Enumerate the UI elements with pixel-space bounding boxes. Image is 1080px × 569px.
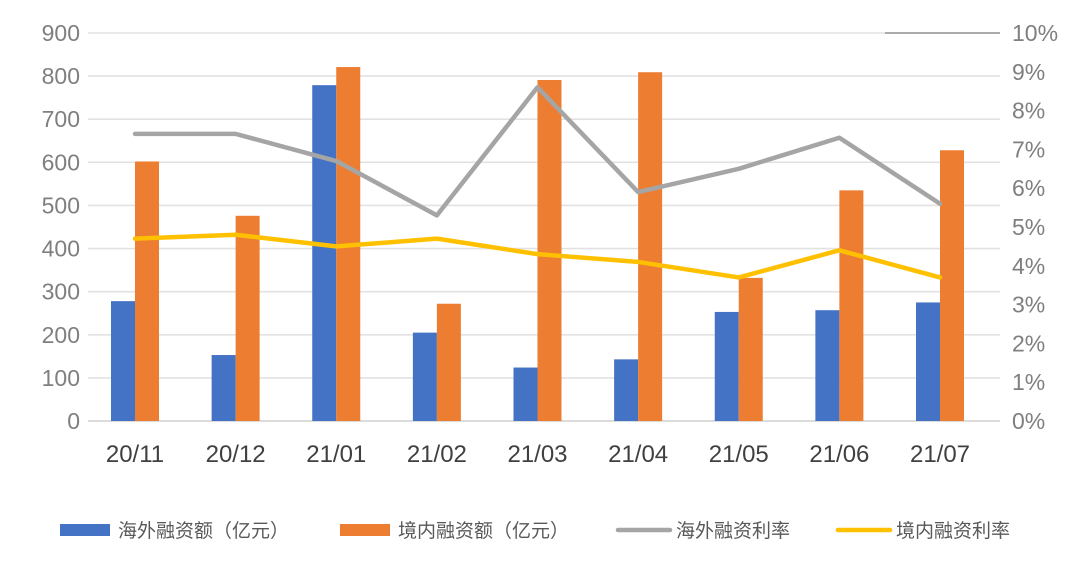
bar	[211, 355, 236, 421]
y-left-tick-label: 100	[42, 365, 80, 391]
bar	[815, 310, 840, 421]
y-axis-left: 0 100 200 300 400 500 600 700 800 900	[42, 20, 80, 434]
line-series-1	[132, 232, 943, 280]
legend-item-2: 海外融资利率	[615, 520, 790, 542]
y-left-tick-label: 300	[42, 279, 80, 305]
x-tick-label: 21/05	[709, 441, 769, 468]
bar-series-1	[135, 67, 964, 422]
legend-label: 海外融资利率	[676, 520, 790, 542]
x-axis: 20/11 20/12 21/01 21/02 21/03 21/04 21/05 21/06…	[106, 441, 970, 468]
bar	[135, 161, 159, 421]
bar	[638, 72, 663, 421]
x-tick-label: 21/02	[407, 441, 467, 468]
bar	[614, 359, 639, 421]
bar	[738, 277, 763, 421]
y-right-tick-label: 10%	[1012, 20, 1058, 46]
legend-item-3: 境内融资利率	[835, 520, 1010, 542]
y-right-tick-label: 3%	[1012, 292, 1045, 318]
x-tick-label: 20/12	[206, 441, 266, 468]
y-left-tick-label: 0	[67, 408, 80, 434]
legend-item-1: 境内融资额（亿元）	[340, 520, 569, 542]
bar	[714, 311, 739, 421]
bar	[312, 85, 337, 422]
bar	[412, 332, 437, 421]
legend-swatch-bar	[340, 524, 390, 536]
bar	[839, 190, 864, 421]
y-right-tick-label: 9%	[1012, 59, 1045, 85]
y-right-tick-label: 0%	[1012, 408, 1045, 434]
y-left-tick-label: 400	[42, 236, 80, 262]
bar	[111, 301, 135, 421]
legend-item-0: 海外融资额（亿元）	[60, 520, 289, 542]
bar	[916, 302, 940, 421]
bar	[235, 215, 260, 421]
bar-series-0	[111, 85, 940, 422]
legend-label: 境内融资利率	[896, 520, 1010, 542]
legend-label: 海外融资额（亿元）	[118, 520, 289, 542]
y-left-tick-label: 200	[42, 322, 80, 348]
x-tick-label: 21/04	[608, 441, 668, 468]
legend: 海外融资额（亿元） 境内融资额（亿元） 海外融资利率 境内融资利率	[60, 520, 1010, 542]
bar	[436, 303, 461, 421]
y-left-tick-label: 700	[42, 106, 80, 132]
bar	[537, 79, 562, 421]
y-right-tick-label: 4%	[1012, 253, 1045, 279]
bar	[940, 150, 964, 422]
y-right-tick-label: 7%	[1012, 136, 1045, 162]
x-tick-label: 21/01	[306, 441, 366, 468]
y-left-tick-label: 600	[42, 149, 80, 175]
y-right-tick-label: 5%	[1012, 214, 1045, 240]
y-left-tick-label: 800	[42, 63, 80, 89]
y-right-tick-label: 1%	[1012, 369, 1045, 395]
legend-swatch-bar	[60, 524, 110, 536]
x-tick-label: 20/11	[106, 441, 164, 468]
y-right-tick-label: 6%	[1012, 175, 1045, 201]
legend-label: 境内融资额（亿元）	[398, 520, 569, 542]
y-right-tick-label: 2%	[1012, 330, 1045, 356]
line-series-0	[132, 85, 943, 218]
x-tick-label: 21/07	[910, 441, 970, 468]
bar	[513, 367, 538, 421]
y-left-tick-label: 500	[42, 192, 80, 218]
y-left-tick-label: 900	[42, 20, 80, 46]
x-tick-label: 21/03	[507, 441, 567, 468]
x-tick-label: 21/06	[809, 441, 869, 468]
y-axis-right: 0% 1% 2% 3% 4% 5% 6% 7% 8% 9% 10%	[1012, 20, 1058, 434]
y-right-tick-label: 8%	[1012, 98, 1045, 124]
